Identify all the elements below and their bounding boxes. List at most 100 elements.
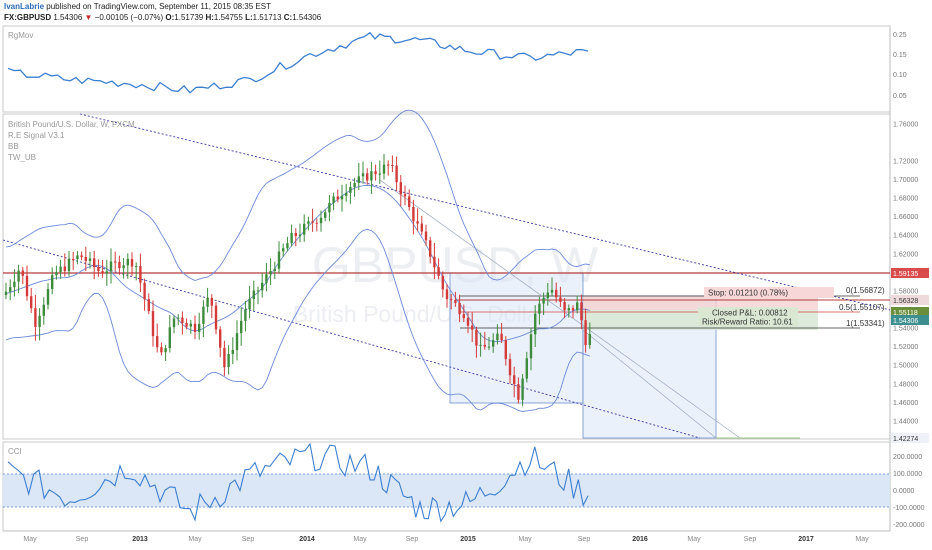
high-label: H: bbox=[205, 13, 214, 22]
price-tick: 1.50000 bbox=[893, 363, 918, 370]
candle-body bbox=[34, 308, 37, 327]
pnl-label: Closed P&L: 0.00812 bbox=[712, 309, 788, 318]
candle-body bbox=[370, 171, 373, 181]
candle-body bbox=[198, 323, 201, 332]
published-text: published on TradingView.com, September … bbox=[46, 2, 271, 11]
symbol-label[interactable]: FX:GBPUSD bbox=[4, 13, 52, 22]
candle-body bbox=[324, 212, 327, 218]
candle-body bbox=[429, 240, 432, 257]
projection-line[interactable] bbox=[582, 329, 717, 439]
candle-body bbox=[395, 165, 398, 183]
candle-body bbox=[521, 378, 524, 400]
stop-label-bg bbox=[704, 287, 834, 298]
time-axis: May Sep 2013 May Sep 2014 May Sep 2015 May Sep 2016… bbox=[23, 536, 869, 543]
main-label-1: British Pound/U.S. Dollar, W, FXCM bbox=[8, 120, 135, 129]
price-tag: 1.59135 bbox=[893, 271, 918, 278]
candle-body bbox=[412, 207, 415, 222]
candle-body bbox=[290, 233, 293, 244]
candle-body bbox=[51, 275, 54, 289]
candle-body bbox=[80, 255, 83, 258]
candle-body bbox=[101, 271, 104, 274]
candle-body bbox=[59, 266, 62, 273]
candle-body bbox=[328, 203, 331, 213]
candle-body bbox=[219, 329, 222, 348]
candle-body bbox=[458, 302, 461, 315]
candle-body bbox=[576, 302, 579, 311]
candle-body bbox=[72, 259, 75, 260]
candle-body bbox=[387, 164, 390, 166]
rr-label: Risk/Reward Ratio: 10.61 bbox=[702, 318, 793, 327]
fib-label-05: 0.5(1.55107) bbox=[839, 303, 885, 312]
price-tick: 1.58000 bbox=[893, 288, 918, 295]
candle-body bbox=[206, 297, 209, 307]
candle-body bbox=[525, 358, 528, 379]
close-label: C: bbox=[283, 13, 293, 22]
price-tick: 1.64000 bbox=[893, 233, 918, 240]
candle-body bbox=[143, 282, 146, 300]
time-tick: May bbox=[687, 536, 701, 543]
fib-label-1: 1(1.53341) bbox=[846, 319, 885, 328]
candle-body bbox=[189, 323, 192, 327]
candle-body bbox=[366, 173, 369, 181]
candle-body bbox=[122, 265, 125, 269]
cci-tick: -100.0000 bbox=[893, 505, 925, 512]
rgmov-tick: 0.25 bbox=[893, 32, 907, 39]
pnl-label-bg bbox=[698, 307, 798, 327]
candle-body bbox=[433, 256, 436, 268]
open-label: O: bbox=[165, 13, 175, 22]
time-tick: May bbox=[23, 536, 37, 543]
price-tag-bg bbox=[891, 307, 929, 317]
rgmov-tick: 0.10 bbox=[893, 72, 907, 79]
candle-body bbox=[244, 309, 247, 321]
candle-body bbox=[340, 195, 344, 200]
price-tag: 1.55118 bbox=[893, 310, 918, 317]
candle-body bbox=[399, 182, 402, 195]
cci-tick: -200.0000 bbox=[893, 522, 925, 529]
change-value: −0.00105 (−0.07%) bbox=[94, 13, 164, 22]
candle-body bbox=[349, 187, 352, 193]
candle-body bbox=[500, 333, 503, 341]
time-tick: 2016 bbox=[632, 536, 648, 543]
candle-body bbox=[420, 223, 423, 232]
channel-line[interactable] bbox=[379, 179, 741, 439]
chart-header-line1: IvanLabrie published on TradingView.com,… bbox=[4, 2, 271, 11]
cci-tick: 100.0000 bbox=[893, 471, 922, 478]
candles-group[interactable] bbox=[4, 154, 591, 407]
candle-body bbox=[546, 292, 549, 299]
candle-body bbox=[487, 346, 491, 348]
candle-body bbox=[227, 354, 230, 368]
candle-body bbox=[504, 340, 507, 360]
bb-upper-band bbox=[5, 109, 590, 281]
candle-body bbox=[437, 267, 440, 276]
upper-trend-line[interactable] bbox=[79, 113, 891, 311]
candle-body bbox=[160, 347, 163, 353]
fib-label-0: 0(1.56872) bbox=[846, 286, 885, 295]
candle-body bbox=[563, 302, 566, 311]
candle-body bbox=[93, 258, 96, 267]
candle-body bbox=[130, 259, 134, 267]
price-tag: 1.42274 bbox=[893, 436, 918, 443]
candle-body bbox=[25, 275, 29, 297]
candle-body bbox=[21, 270, 24, 276]
candle-body bbox=[252, 290, 255, 299]
candle-body bbox=[311, 221, 314, 223]
price-tick: 1.76000 bbox=[893, 121, 918, 128]
stop-label: Stop: 0.01210 (0.78%) bbox=[708, 289, 788, 298]
price-tag-bg bbox=[891, 268, 929, 278]
price-tick: 1.44000 bbox=[893, 418, 918, 425]
candle-body bbox=[403, 194, 407, 197]
author-link[interactable]: IvanLabrie bbox=[4, 2, 45, 11]
candle-body bbox=[303, 223, 306, 235]
candle-body bbox=[13, 281, 16, 288]
candle-body bbox=[408, 196, 411, 207]
candle-body bbox=[172, 318, 176, 328]
price-tick: 1.62000 bbox=[893, 251, 918, 258]
candle-body bbox=[424, 231, 428, 241]
candle-body bbox=[513, 375, 516, 385]
main-label-2: R.E Signal V3.1 bbox=[8, 131, 65, 140]
candle-body bbox=[147, 299, 150, 312]
projection-box-left[interactable] bbox=[449, 272, 584, 404]
low-label: L: bbox=[245, 13, 253, 22]
candle-body bbox=[315, 222, 318, 224]
